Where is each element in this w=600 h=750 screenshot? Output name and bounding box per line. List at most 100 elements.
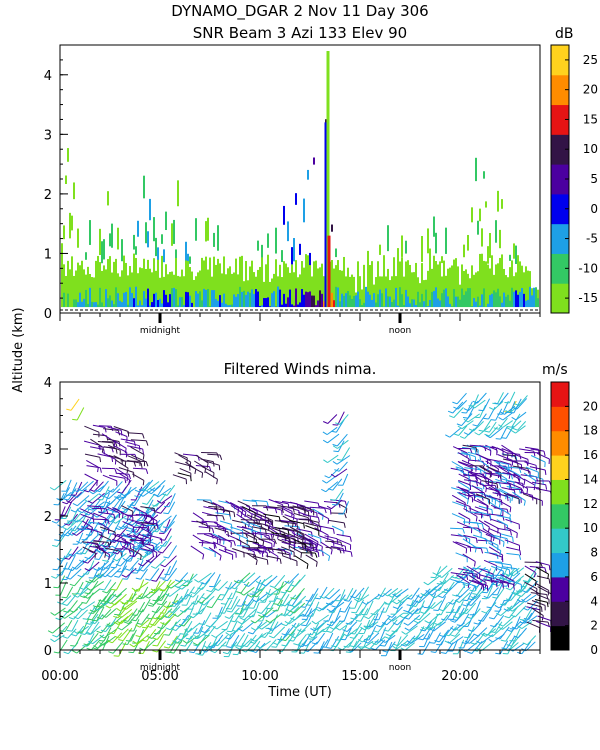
wind-barb — [330, 488, 344, 501]
wind-barb — [160, 535, 173, 547]
wind-barb — [101, 441, 118, 447]
wind-barb — [157, 541, 172, 554]
wind-barb — [98, 511, 116, 520]
wind-barb — [127, 432, 145, 439]
wind-barb — [132, 633, 150, 645]
wind-barb — [478, 419, 492, 432]
wind-barb — [200, 572, 216, 585]
wind-barb — [414, 592, 431, 604]
wind-barb — [468, 579, 485, 591]
wind-barb — [458, 480, 471, 491]
wind-barb — [206, 594, 221, 609]
wind-barb — [289, 519, 305, 529]
wind-barb — [188, 607, 206, 619]
wind-barb — [197, 579, 211, 590]
wind-barb — [62, 594, 77, 606]
wind-barb — [505, 526, 518, 538]
wind-barb — [328, 519, 346, 528]
wind-barb — [499, 460, 512, 470]
wind-barb — [462, 444, 478, 453]
wind-barb — [166, 633, 181, 646]
wind-barb — [392, 594, 409, 605]
wind-barb — [165, 640, 177, 653]
wind-barb — [337, 473, 349, 486]
wind-barb — [150, 558, 166, 569]
wind-barb — [189, 581, 204, 594]
wind-barb — [102, 474, 118, 486]
wind-barb — [475, 453, 489, 465]
colorbar-swatch — [551, 283, 569, 314]
y-tick-label: 3 — [44, 443, 52, 458]
wind-barb — [332, 455, 351, 465]
wind-barb — [65, 491, 82, 504]
wind-barb — [495, 426, 508, 440]
wind-barb — [377, 588, 392, 598]
wind-barb — [523, 607, 538, 620]
colorbar-swatch — [551, 552, 569, 578]
wind-barb — [472, 413, 487, 427]
wind-barb — [83, 588, 101, 599]
wind-barb — [305, 587, 319, 602]
figure-title: DYNAMO_DGAR 2 Nov 11 Day 306 — [171, 2, 428, 21]
wind-barb — [464, 634, 481, 644]
wind-barb — [468, 394, 479, 407]
wind-barb — [199, 595, 215, 606]
wind-barb — [83, 632, 99, 646]
snr-colorbar: -15 -10 -5 0 5 10 15 20 25 — [550, 44, 598, 314]
wind-barb — [61, 586, 74, 599]
wind-barb — [494, 535, 509, 544]
wind-barb — [114, 602, 126, 616]
wind-barb — [205, 615, 221, 628]
wind-barb — [116, 559, 128, 573]
colorbar-swatch — [551, 576, 569, 602]
wind-barb — [159, 580, 176, 592]
wind-barb — [163, 545, 178, 559]
wind-barb — [477, 498, 489, 511]
colorbar-swatch — [551, 455, 569, 480]
wind-barb — [115, 472, 131, 480]
wind-barb — [115, 492, 131, 501]
wind-barb — [326, 620, 341, 633]
wind-barb — [232, 548, 245, 558]
wind-barb — [152, 628, 167, 640]
wind-barb — [60, 620, 73, 632]
wind-barb — [151, 600, 168, 614]
wind-barb — [50, 634, 65, 643]
wind-barb — [179, 620, 193, 635]
wind-barb — [399, 609, 415, 619]
wind-barb — [82, 528, 99, 535]
wind-barb — [97, 546, 111, 560]
snr-colorbar-unit: dB — [555, 26, 574, 42]
wind-barb — [320, 541, 333, 555]
wind-barb — [137, 599, 151, 613]
wind-barb — [176, 588, 189, 603]
wind-barb — [196, 499, 213, 505]
wind-barb — [84, 425, 100, 438]
wind-barb — [357, 640, 374, 650]
wind-barb — [151, 608, 166, 620]
wind-barb — [501, 566, 519, 574]
wind-barb — [114, 628, 129, 639]
wind-barb — [135, 619, 150, 628]
wind-barb — [121, 538, 135, 550]
wind-barb — [99, 627, 112, 642]
wind-barb — [120, 438, 136, 447]
wind-barb — [238, 621, 255, 632]
wind-barb — [463, 413, 480, 423]
wind-barb — [236, 581, 250, 594]
wind-barb — [472, 392, 487, 404]
wind-barb — [248, 595, 260, 609]
wind-barb — [90, 438, 104, 453]
wind-barb — [118, 472, 131, 485]
wind-barb — [165, 587, 182, 597]
wind-barb — [242, 634, 257, 648]
wind-barb — [49, 480, 67, 491]
wind-barb — [116, 612, 134, 624]
wind-barb — [99, 636, 116, 646]
wind-barb — [68, 548, 83, 557]
wind-barb — [146, 606, 161, 620]
colorbar-label: -5 — [586, 232, 598, 246]
colorbar-swatch — [551, 430, 569, 456]
wind-barb — [224, 548, 237, 558]
wind-barb — [269, 574, 286, 588]
